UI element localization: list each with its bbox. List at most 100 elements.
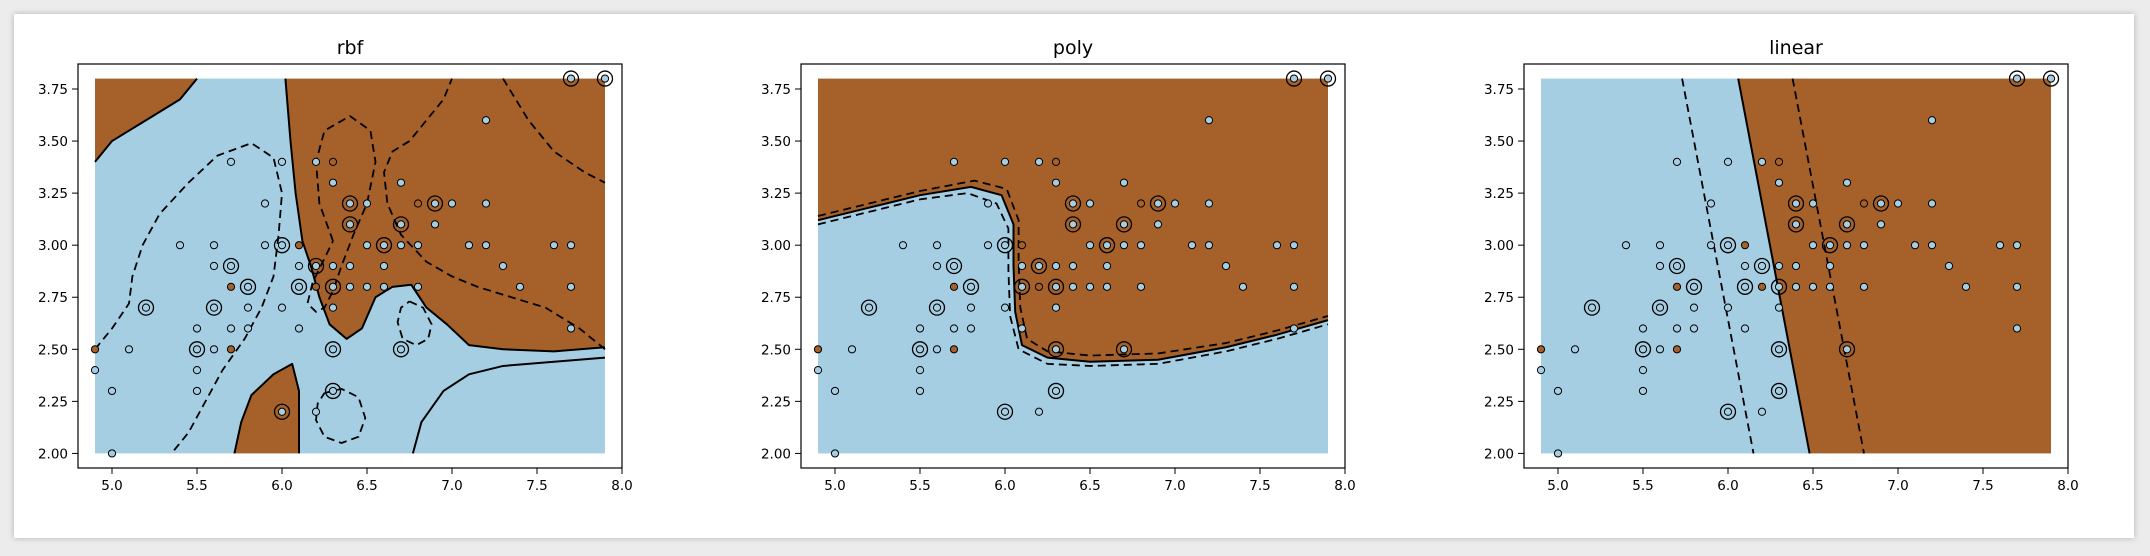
support-vector-ring: [392, 341, 410, 358]
support-vector-ring: [911, 341, 929, 358]
y-tick-label: 2.00: [761, 446, 791, 462]
support-vector-ring: [392, 216, 410, 233]
data-point: [566, 324, 576, 333]
data-point: [1587, 303, 1597, 312]
margin-line: [817, 192, 1329, 367]
support-vector-ring: [205, 299, 223, 316]
data-point: [396, 178, 406, 187]
margin-line: [315, 387, 367, 444]
data-point: [1876, 220, 1886, 229]
x-tick-label: 7.0: [1887, 478, 1908, 494]
support-vector-ring: [1770, 341, 1788, 358]
support-vector-ring: [307, 257, 325, 275]
data-point: [949, 261, 959, 271]
data-point: [1723, 303, 1733, 312]
data-point: [277, 407, 287, 416]
support-vector-ring: [137, 299, 155, 316]
data-point: [1000, 303, 1010, 312]
data-point: [447, 199, 457, 208]
support-vector-ring: [341, 195, 359, 212]
data-point: [277, 303, 287, 312]
support-vector-ring: [860, 299, 878, 316]
data-point: [328, 261, 338, 271]
data-point: [2012, 324, 2022, 333]
support-vector-ring: [1770, 278, 1788, 295]
x-tick-label: 7.5: [526, 478, 547, 494]
support-vector-ring: [324, 382, 342, 400]
data-point: [1672, 282, 1682, 291]
support-vector-ring: [273, 403, 291, 420]
data-point: [566, 282, 576, 291]
support-vector-ring: [1736, 278, 1754, 295]
data-point: [566, 241, 576, 250]
decision-boundary: [233, 362, 300, 454]
data-point: [481, 116, 491, 125]
data-point: [294, 282, 304, 291]
data-point: [1927, 241, 1937, 250]
margin-line: [502, 78, 606, 184]
x-tick-label: 6.0: [1717, 478, 1738, 494]
support-vector-ring: [996, 403, 1014, 420]
data-point: [243, 303, 253, 312]
x-tick-label: 8.0: [1334, 478, 1355, 494]
data-point: [1842, 345, 1852, 354]
data-point: [481, 199, 491, 208]
data-point: [1102, 261, 1112, 271]
data-point: [1068, 199, 1078, 208]
data-point: [294, 261, 304, 271]
support-vector-ring: [1770, 382, 1788, 400]
data-point: [243, 282, 253, 291]
y-tick-label: 2.25: [761, 394, 791, 410]
data-point: [362, 282, 372, 291]
data-point: [1655, 261, 1665, 271]
data-point: [464, 241, 474, 250]
data-point: [1638, 324, 1648, 333]
data-point: [1774, 178, 1784, 187]
decision-boundary: [284, 78, 606, 353]
data-point: [260, 199, 270, 208]
support-vector-ring: [962, 278, 980, 295]
y-tick-label: 3.75: [38, 82, 68, 98]
data-point: [294, 324, 304, 333]
data-point: [1842, 220, 1852, 229]
support-vector-ring: [2042, 70, 2060, 87]
data-point: [498, 261, 508, 271]
data-point: [2012, 74, 2022, 83]
support-vector-ring: [945, 257, 963, 275]
data-point: [1672, 157, 1682, 166]
x-tick-label: 5.5: [1632, 478, 1653, 494]
data-point: [1051, 157, 1061, 166]
plot-area: [817, 78, 1329, 454]
data-point: [983, 199, 993, 208]
data-point: [1570, 345, 1580, 354]
figure-frame: rbf 5.0 5.5 6.0 6.5 7.0 7.5 8.0 2.00 2.25 2.50 2.7…: [14, 14, 2134, 538]
data-point: [1289, 324, 1299, 333]
subplot-title: rbf: [337, 37, 365, 59]
data-point: [328, 386, 338, 396]
y-tick-label: 3.25: [38, 186, 68, 202]
y-tick-label: 2.25: [1484, 394, 1514, 410]
support-vector-ring: [1838, 341, 1856, 358]
data-point: [1238, 282, 1248, 291]
y-tick-label: 3.50: [1484, 134, 1514, 150]
support-vector-ring: [222, 257, 240, 275]
x-tick-label: 7.5: [1249, 478, 1270, 494]
x-tick-label: 5.5: [186, 478, 207, 494]
decision-boundary: [1737, 78, 1811, 454]
subplot-rbf: rbf 5.0 5.5 6.0 6.5 7.0 7.5 8.0 2.00 2.25 2.50 2.7…: [38, 37, 633, 494]
decision-boundary: [411, 356, 606, 454]
axes-frame: [1523, 63, 2069, 469]
data-point: [2046, 74, 2056, 83]
support-vector-ring: [341, 216, 359, 233]
decision-boundary: [94, 77, 198, 163]
data-point: [396, 241, 406, 250]
y-tick-label: 2.75: [761, 290, 791, 306]
data-point: [1689, 282, 1699, 291]
data-point: [915, 366, 925, 375]
data-point: [1536, 345, 1546, 354]
support-vector-ring: [1668, 257, 1686, 275]
data-point: [2012, 282, 2022, 291]
data-point: [141, 303, 151, 312]
support-vector-ring: [1098, 237, 1116, 254]
data-point: [1221, 261, 1231, 271]
